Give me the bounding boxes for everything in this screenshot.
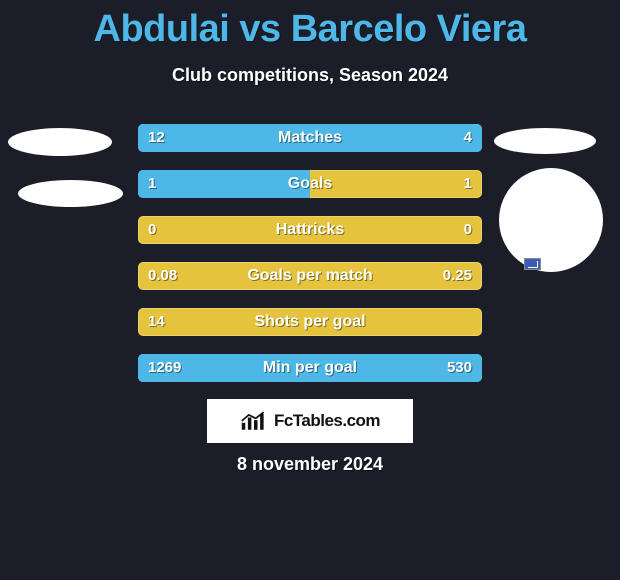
flag-icon — [524, 258, 541, 270]
stat-row: Shots per goal14 — [138, 308, 482, 336]
brand-badge: FcTables.com — [207, 399, 413, 443]
subtitle: Club competitions, Season 2024 — [0, 65, 620, 86]
brand-chart-icon — [240, 410, 268, 432]
row-value-right: 530 — [447, 354, 472, 382]
row-value-right: 0.25 — [443, 262, 472, 290]
player-left-avatar — [8, 128, 112, 156]
row-label: Shots per goal — [138, 308, 482, 336]
date-text: 8 november 2024 — [0, 454, 620, 475]
row-label: Goals — [138, 170, 482, 198]
row-label: Min per goal — [138, 354, 482, 382]
stat-row: Matches12 4 — [138, 124, 482, 152]
row-label: Hattricks — [138, 216, 482, 244]
row-label: Goals per match — [138, 262, 482, 290]
row-value-left: 12 — [148, 124, 165, 152]
stat-row: Goals1 1 — [138, 170, 482, 198]
club-right-avatar — [499, 168, 603, 272]
row-value-left: 0 — [148, 216, 156, 244]
stat-row: Goals per match0.08 0.25 — [138, 262, 482, 290]
player-right-avatar — [494, 128, 596, 154]
row-value-left: 14 — [148, 308, 165, 336]
row-value-left: 1269 — [148, 354, 181, 382]
row-value-left: 0.08 — [148, 262, 177, 290]
page-title: Abdulai vs Barcelo Viera — [0, 0, 620, 51]
row-value-right: 0 — [464, 216, 472, 244]
stat-row: Min per goal1269 530 — [138, 354, 482, 382]
row-label: Matches — [138, 124, 482, 152]
row-value-right: 4 — [464, 124, 472, 152]
row-value-right: 1 — [464, 170, 472, 198]
row-value-left: 1 — [148, 170, 156, 198]
comparison-rows: Matches12 4 Goals1 1 Hattricks0 0 Goals per ma… — [138, 124, 482, 400]
brand-text: FcTables.com — [274, 411, 380, 431]
club-left-avatar — [18, 180, 123, 207]
stat-row: Hattricks0 0 — [138, 216, 482, 244]
